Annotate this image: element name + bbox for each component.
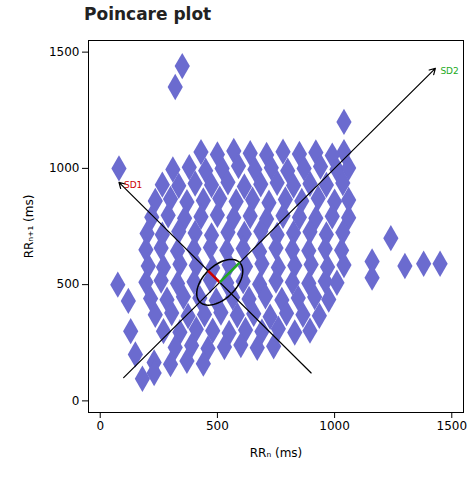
svg-text:SD1: SD1: [124, 180, 142, 190]
svg-text:0: 0: [96, 419, 104, 433]
svg-text:500: 500: [57, 277, 80, 291]
svg-text:SD2: SD2: [440, 66, 458, 76]
svg-text:500: 500: [206, 419, 229, 433]
svg-text:RRₙ (ms): RRₙ (ms): [250, 446, 303, 460]
svg-text:1000: 1000: [319, 419, 350, 433]
svg-text:0: 0: [72, 394, 80, 408]
html-text:Poincare plot: Poincare plot: [84, 4, 212, 24]
svg-text:1000: 1000: [49, 161, 80, 175]
svg-text:RRₙ₊₁ (ms): RRₙ₊₁ (ms): [22, 195, 36, 259]
svg-text:1500: 1500: [437, 419, 468, 433]
svg-text:1500: 1500: [49, 45, 80, 59]
